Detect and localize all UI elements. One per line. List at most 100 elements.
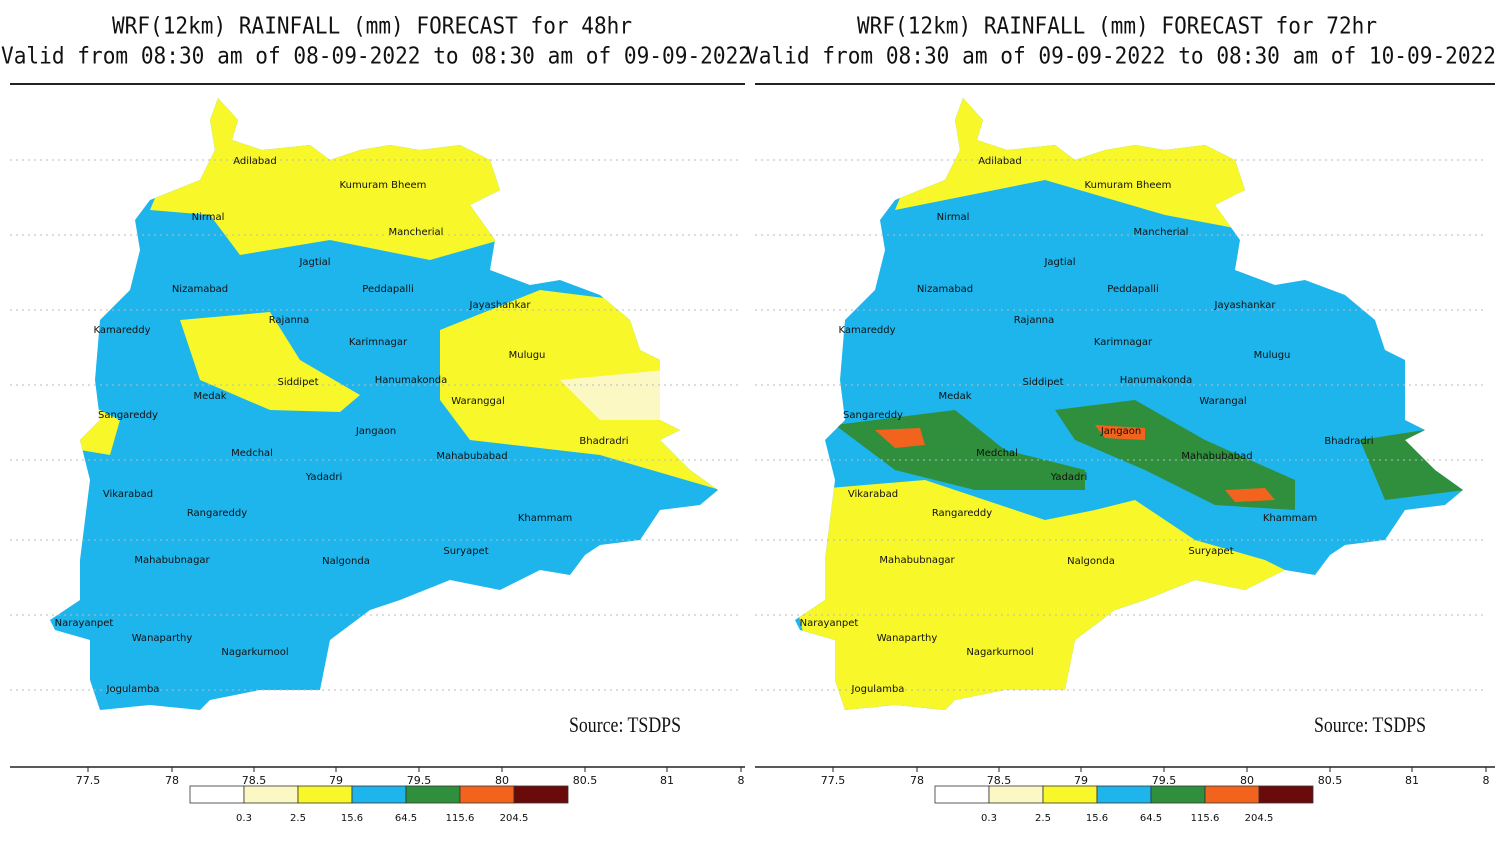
panel: WRF(12km) RAINFALL (mm) FORECAST for 48h… — [1, 14, 751, 825]
legend-swatch — [297, 785, 353, 804]
source-note: Source: TSDPS — [569, 712, 681, 737]
legend-swatch — [1096, 785, 1152, 804]
district-label: Wanaparthy — [132, 633, 193, 644]
district-label: Hanumakonda — [1120, 375, 1193, 386]
district-label: Nizamabad — [172, 284, 228, 295]
district-label: Jangaon — [1100, 426, 1141, 437]
district-label: Wanaparthy — [877, 633, 938, 644]
district-label: Jagtial — [1043, 257, 1075, 268]
longitude-label: 81 — [660, 774, 674, 787]
district-label: Jagtial — [298, 257, 330, 268]
district-label: Jayashankar — [469, 300, 532, 311]
district-label: Peddapalli — [1107, 284, 1158, 295]
district-label: Waranggal — [451, 396, 505, 407]
district-label: Bhadradri — [1324, 436, 1373, 447]
district-label: Mulugu — [1254, 350, 1291, 361]
district-label: Kumuram Bheem — [340, 180, 427, 191]
legend-level: 0.3 — [236, 813, 252, 824]
district-label: Kumuram Bheem — [1085, 180, 1172, 191]
district-label: Mahabubabad — [436, 451, 507, 462]
legend-level: 64.5 — [395, 813, 417, 824]
district-label: Vikarabad — [103, 489, 153, 500]
legend-swatch — [243, 785, 299, 804]
district-label: Jogulamba — [106, 684, 160, 695]
legend-swatch — [459, 785, 515, 804]
legend-swatch — [189, 785, 245, 804]
district-label: Nagarkurnool — [221, 647, 288, 658]
longitude-label: 8 — [1483, 774, 1490, 787]
district-label: Jayashankar — [1214, 300, 1277, 311]
district-label: Nirmal — [192, 212, 225, 223]
district-label: Siddipet — [277, 377, 318, 388]
district-label: Rajanna — [269, 315, 310, 326]
legend-swatch — [405, 785, 461, 804]
district-label: Khammam — [518, 513, 572, 524]
legend-swatch — [988, 785, 1044, 804]
district-label: Hanumakonda — [375, 375, 448, 386]
district-label: Suryapet — [1188, 546, 1233, 557]
district-label: Mahabubnagar — [879, 555, 955, 566]
district-label: Adilabad — [233, 156, 277, 167]
district-label: Jangaon — [355, 426, 396, 437]
longitude-label: 77.5 — [821, 774, 846, 787]
district-label: Yadadri — [305, 472, 343, 483]
district-label: Nalgonda — [322, 556, 370, 567]
longitude-label: 79.5 — [1152, 774, 1177, 787]
legend-swatch — [513, 785, 569, 804]
legend-level: 2.5 — [290, 813, 306, 824]
district-label: Rangareddy — [932, 508, 992, 519]
district-label: Mahabubabad — [1181, 451, 1252, 462]
longitude-label: 78.5 — [987, 774, 1012, 787]
district-label: Kamareddy — [93, 325, 150, 336]
district-label: Mahabubnagar — [134, 555, 210, 566]
district-label: Karimnagar — [349, 337, 408, 348]
legend-level: 115.6 — [1191, 813, 1220, 824]
legend-swatch — [1258, 785, 1314, 804]
district-label: Jogulamba — [851, 684, 905, 695]
legend-level: 204.5 — [500, 813, 529, 824]
longitude-label: 79.5 — [407, 774, 432, 787]
district-label: Yadadri — [1050, 472, 1088, 483]
longitude-label: 77.5 — [76, 774, 101, 787]
district-label: Sangareddy — [843, 410, 903, 421]
panel-subtitle: Valid from 08:30 am of 09-09-2022 to 08:… — [746, 44, 1496, 70]
legend-swatch — [1042, 785, 1098, 804]
district-label: Medak — [938, 391, 971, 402]
panel-title: WRF(12km) RAINFALL (mm) FORECAST for 72h… — [857, 14, 1377, 40]
district-label: Mulugu — [509, 350, 546, 361]
legend-swatch — [351, 785, 407, 804]
district-label: Medchal — [976, 448, 1018, 459]
legend-swatch — [1150, 785, 1206, 804]
district-label: Nagarkurnool — [966, 647, 1033, 658]
district-label: Sangareddy — [98, 410, 158, 421]
legend-level: 115.6 — [446, 813, 475, 824]
legend-swatch — [1204, 785, 1260, 804]
district-label: Medak — [193, 391, 226, 402]
longitude-label: 80.5 — [573, 774, 598, 787]
longitude-label: 80 — [495, 774, 509, 787]
longitude-label: 78.5 — [242, 774, 267, 787]
source-note: Source: TSDPS — [1314, 712, 1426, 737]
rain-zone — [1225, 488, 1275, 502]
district-label: Peddapalli — [362, 284, 413, 295]
rain-zone — [560, 370, 670, 420]
district-label: Nizamabad — [917, 284, 973, 295]
rain-zone — [180, 312, 360, 412]
district-label: Bhadradri — [579, 436, 628, 447]
rain-zone — [1360, 430, 1463, 500]
district-label: Rajanna — [1014, 315, 1055, 326]
district-label: Rangareddy — [187, 508, 247, 519]
district-label: Narayanpet — [800, 618, 859, 629]
longitude-label: 78 — [910, 774, 924, 787]
rain-zone — [1095, 425, 1145, 440]
district-label: Mancherial — [1134, 227, 1189, 238]
panel-subtitle: Valid from 08:30 am of 08-09-2022 to 08:… — [1, 44, 751, 70]
longitude-label: 80 — [1240, 774, 1254, 787]
legend-swatch — [934, 785, 990, 804]
legend-level: 15.6 — [1086, 813, 1108, 824]
district-label: Mancherial — [389, 227, 444, 238]
rain-zone — [875, 428, 925, 448]
district-label: Medchal — [231, 448, 273, 459]
district-label: Siddipet — [1022, 377, 1063, 388]
